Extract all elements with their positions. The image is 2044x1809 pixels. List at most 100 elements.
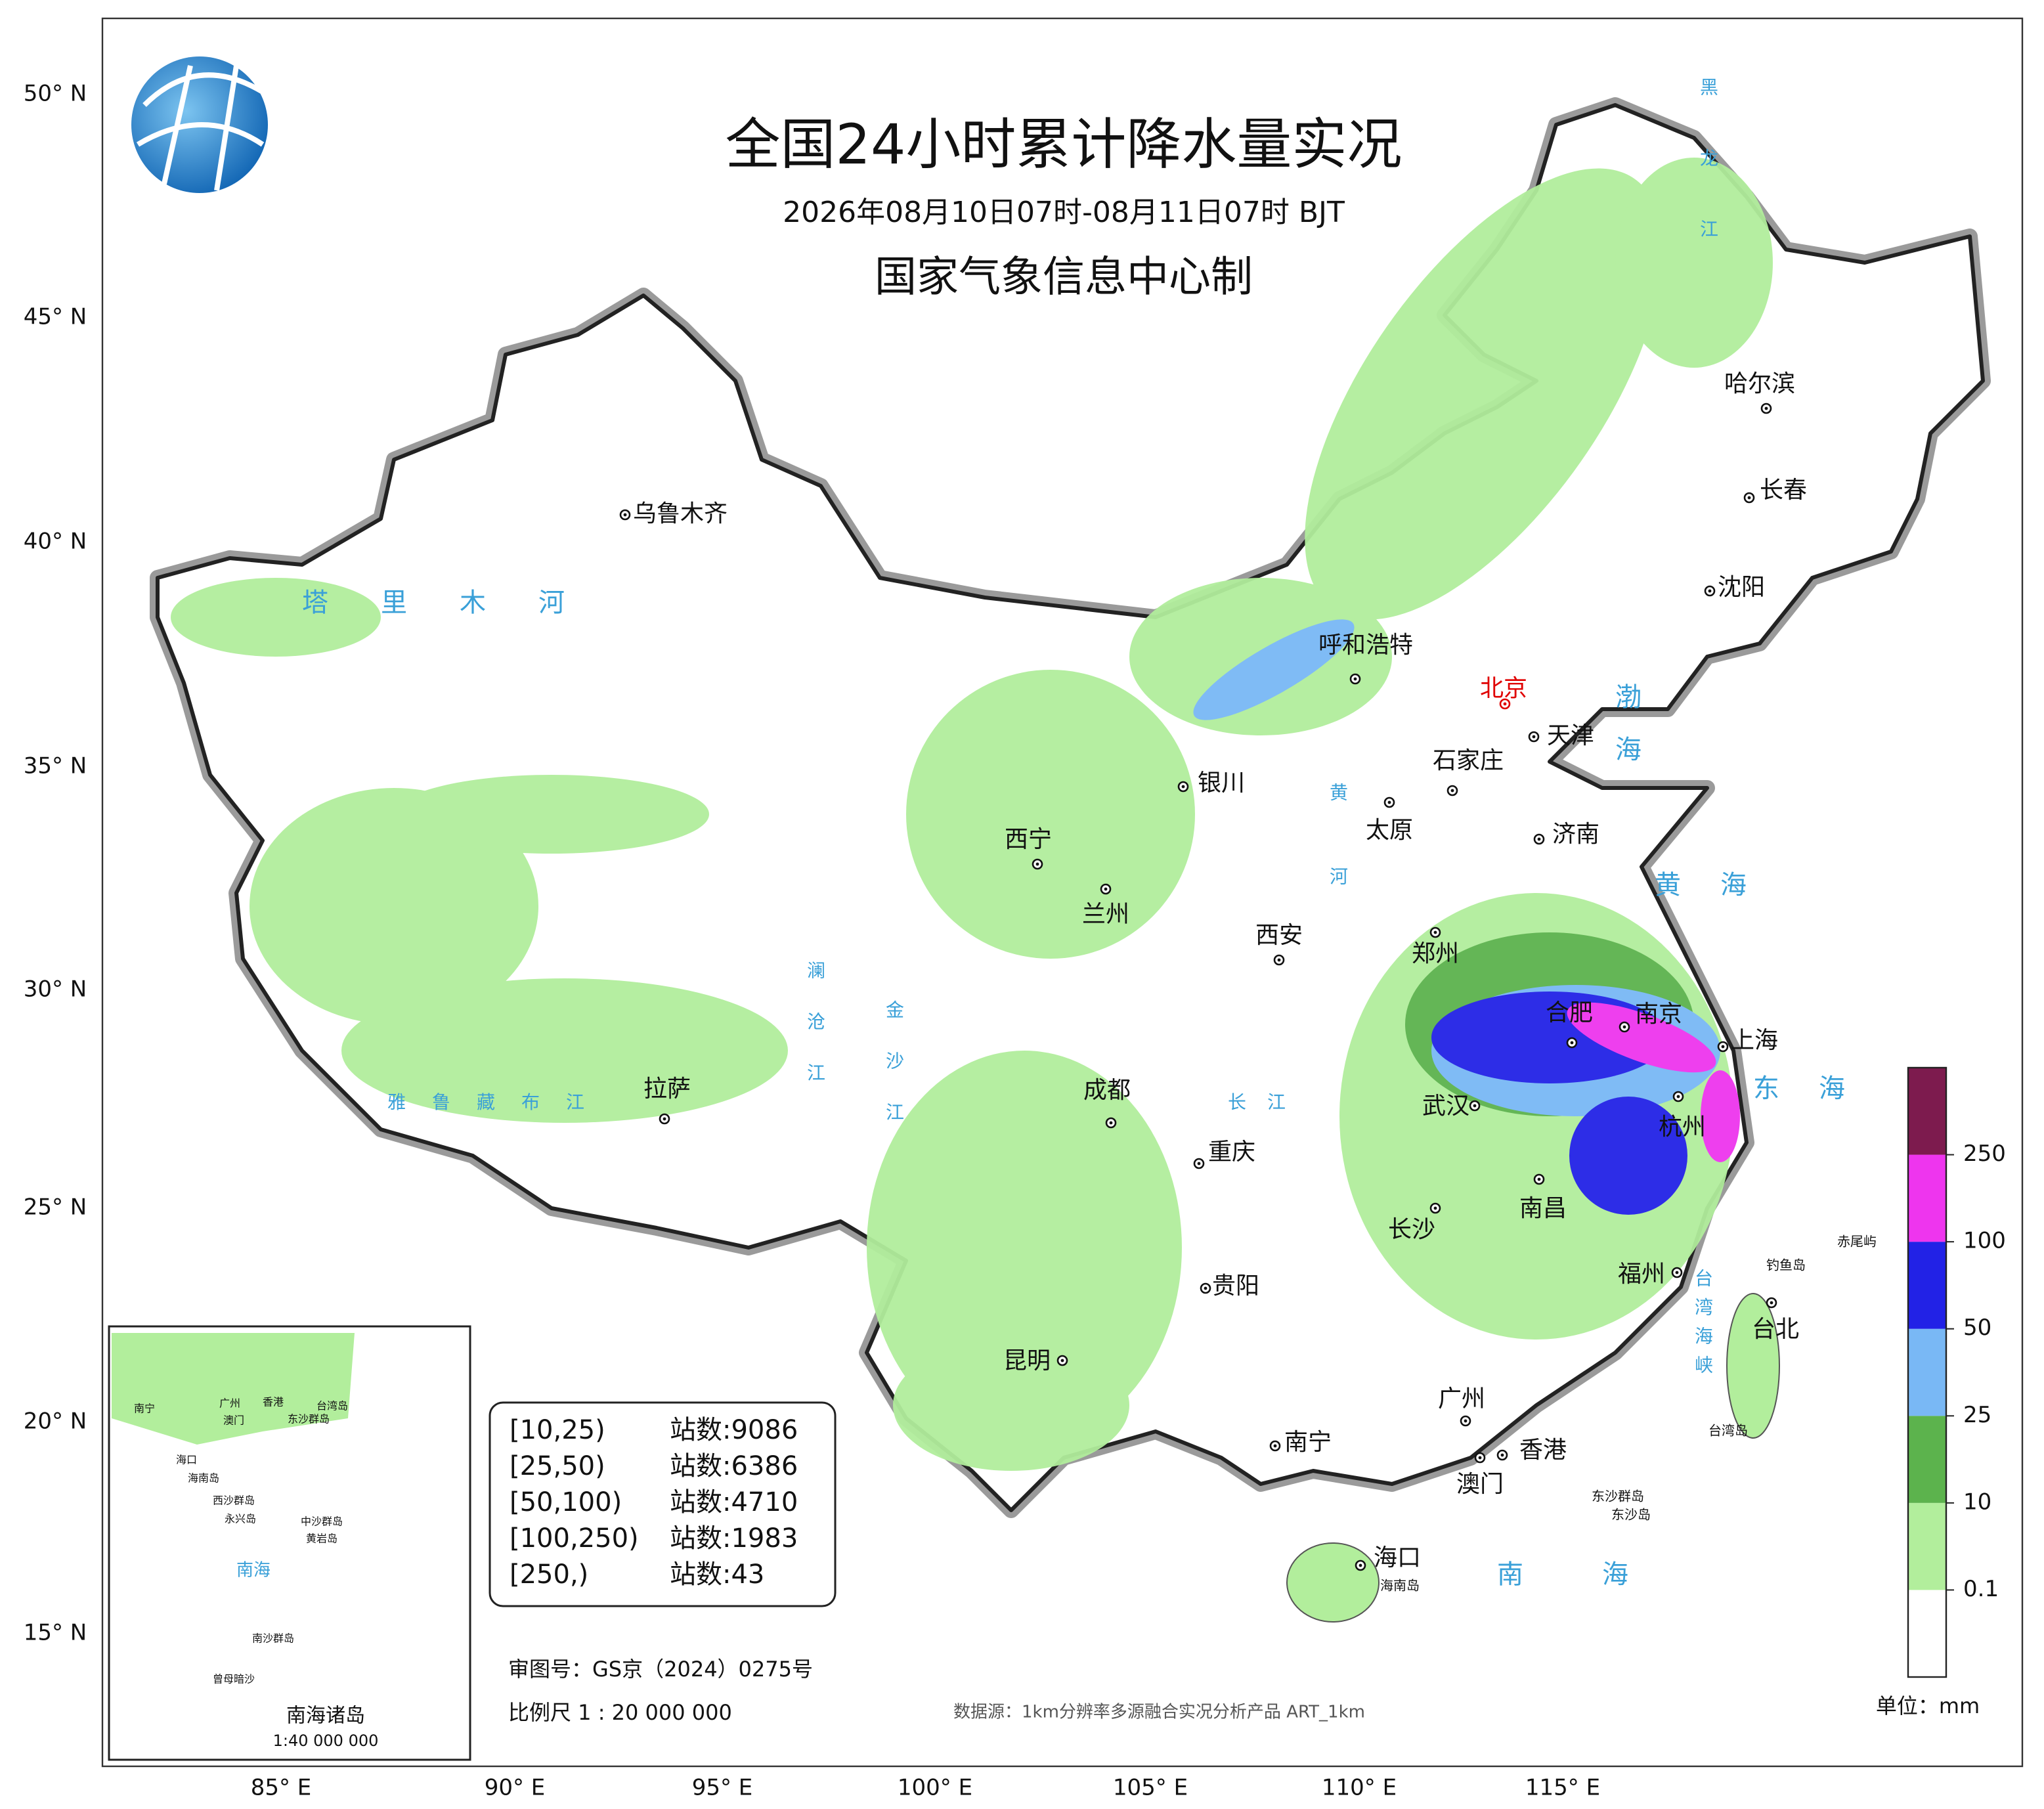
city-label: 北京	[1480, 675, 1527, 702]
water-label: 雅鲁藏布江	[387, 1091, 611, 1113]
city-dot-center	[1675, 1271, 1679, 1275]
rain-areas	[171, 158, 1773, 1471]
city-dot-center	[1747, 496, 1751, 500]
city-dot-center	[1764, 406, 1768, 410]
longitude-label: 105° E	[1113, 1775, 1188, 1801]
city-dot-center	[1104, 887, 1108, 891]
city-label: 长春	[1760, 477, 1807, 504]
city-dot-center	[1353, 677, 1357, 681]
water-label: 黄海	[1655, 870, 1786, 900]
city-dot-center	[1570, 1041, 1574, 1045]
inset-label: 黄岩岛	[306, 1533, 337, 1545]
city-dot-center	[1532, 735, 1536, 739]
stats-label: 站数:	[670, 1451, 731, 1481]
city-label: 郑州	[1412, 940, 1459, 967]
water-label: 东海	[1753, 1074, 1884, 1104]
water-label: 长江	[1228, 1091, 1307, 1113]
inset-label: 中沙群岛	[301, 1515, 343, 1528]
latitude-label: 40° N	[24, 529, 87, 555]
water-label: 黄河	[1327, 783, 1349, 951]
city-dot-center	[1181, 785, 1185, 789]
city-label: 沈阳	[1718, 574, 1765, 601]
city-label: 银川	[1198, 770, 1245, 796]
city-label: 成都	[1083, 1077, 1131, 1104]
stats-count: 4710	[731, 1487, 798, 1517]
city-label: 重庆	[1208, 1139, 1255, 1166]
legend-swatch	[1908, 1502, 1946, 1590]
city-dot-center	[1433, 930, 1437, 934]
city-label: 武汉	[1422, 1093, 1469, 1120]
inset-label: 南宁	[134, 1403, 155, 1415]
city-label: 杭州	[1659, 1114, 1706, 1141]
stats-range: [100,250)	[510, 1523, 639, 1554]
city-label: 福州	[1618, 1261, 1665, 1288]
stats-count: 9086	[731, 1415, 798, 1445]
longitude-label: 110° E	[1322, 1775, 1397, 1801]
city-label: 太原	[1366, 817, 1413, 844]
city-label: 拉萨	[643, 1076, 691, 1102]
city-dot-center	[1464, 1419, 1468, 1423]
legend-tick-label: 50	[1963, 1315, 1991, 1341]
city-dot-center	[663, 1117, 666, 1121]
inset-land	[112, 1333, 355, 1445]
city-dot-center	[1708, 589, 1712, 593]
city-dot-center	[1537, 1177, 1541, 1181]
approval: 审图号：GS京（2024）0275号	[508, 1657, 813, 1682]
city-dot-center	[623, 513, 627, 517]
legend-tick-label: 10	[1963, 1489, 1991, 1515]
city-label: 西安	[1255, 922, 1303, 949]
water-label: 黑龙江	[1697, 77, 1719, 290]
inset-scale: 1:40 000 000	[273, 1732, 379, 1750]
city-label: 上海	[1731, 1027, 1778, 1054]
stats-count-text: 站数:43	[670, 1559, 764, 1590]
stats-count: 43	[731, 1559, 764, 1590]
island-label: 台湾岛	[1708, 1423, 1748, 1439]
city-label: 合肥	[1546, 999, 1593, 1026]
island-label: 钓鱼岛	[1766, 1257, 1806, 1273]
stats-count: 1983	[731, 1523, 798, 1554]
island-label: 赤尾屿	[1837, 1234, 1877, 1250]
city-label: 哈尔滨	[1724, 370, 1795, 397]
city-label: 贵阳	[1212, 1273, 1259, 1299]
legend-swatch	[1908, 1416, 1946, 1503]
inset-label: 曾母暗沙	[213, 1673, 255, 1686]
city-label: 广州	[1438, 1385, 1485, 1412]
city-dot-center	[1770, 1301, 1773, 1305]
city-label: 香港	[1519, 1437, 1567, 1464]
stats-box	[489, 1401, 837, 1607]
stats-label: 站数:	[670, 1415, 731, 1445]
logo	[131, 56, 268, 193]
water-label: 金沙江	[883, 1000, 905, 1154]
subtitle: 2026年08月10日07时-08月11日07时 BJT	[783, 196, 1345, 229]
inset-label: 永兴岛	[225, 1513, 256, 1525]
inset-title: 南海诸岛	[286, 1705, 365, 1728]
source: 数据源：1km分辨率多源融合实况分析产品 ART_1km	[953, 1703, 1365, 1722]
city-dot-center	[1473, 1104, 1477, 1108]
legend-tick-label: 100	[1963, 1228, 2006, 1254]
latitude-label: 30° N	[24, 976, 87, 1003]
stats-range: [250,)	[510, 1559, 588, 1590]
inset-label: 海口	[176, 1454, 197, 1466]
city-dot-center	[1277, 958, 1281, 962]
longitude-label: 115° E	[1525, 1775, 1600, 1801]
city-dot-center	[1035, 862, 1039, 866]
stats-label: 站数:	[670, 1523, 731, 1554]
scale: 比例尺 1 : 20 000 000	[508, 1700, 732, 1725]
city-label: 昆明	[1003, 1347, 1051, 1374]
legend-swatch	[1908, 1590, 1946, 1677]
city-label: 石家庄	[1433, 747, 1504, 774]
producer: 国家气象信息中心制	[875, 253, 1253, 302]
longitude-label: 90° E	[485, 1775, 546, 1801]
city-label: 南宁	[1284, 1429, 1332, 1456]
city-dot-center	[1387, 800, 1391, 804]
latitude-label: 50° N	[24, 81, 87, 107]
city-dot-center	[1109, 1121, 1113, 1125]
longitude-label: 100° E	[898, 1775, 972, 1801]
stats-label: 站数:	[670, 1559, 731, 1590]
water-label: 塔里木河	[302, 588, 617, 618]
water-label: 澜沧江	[804, 961, 826, 1114]
stats-range: [25,50)	[510, 1451, 605, 1481]
latitude-label: 20° N	[24, 1408, 87, 1435]
inset-label: 海南岛	[188, 1472, 219, 1485]
